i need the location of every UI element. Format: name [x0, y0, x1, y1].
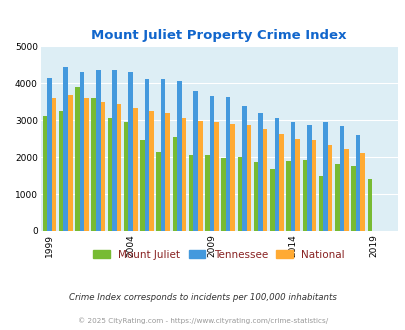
Bar [237, 157, 241, 231]
Bar [355, 135, 360, 231]
Bar [269, 169, 274, 231]
Bar [360, 153, 364, 231]
Bar [144, 80, 149, 231]
Bar [47, 78, 52, 231]
Bar [246, 125, 251, 231]
Bar [327, 145, 332, 231]
Bar [91, 98, 96, 231]
Bar [209, 96, 214, 231]
Bar [350, 166, 355, 231]
Bar [133, 108, 137, 231]
Bar [165, 113, 170, 231]
Bar [140, 141, 144, 231]
Bar [188, 155, 193, 231]
Bar [128, 72, 133, 231]
Bar [290, 122, 295, 231]
Bar [181, 118, 186, 231]
Text: Crime Index corresponds to incidents per 100,000 inhabitants: Crime Index corresponds to incidents per… [69, 293, 336, 302]
Bar [198, 121, 202, 231]
Bar [230, 124, 234, 231]
Bar [124, 122, 128, 231]
Bar [68, 95, 72, 231]
Bar [258, 114, 262, 231]
Bar [160, 80, 165, 231]
Bar [241, 106, 246, 231]
Bar [107, 118, 112, 231]
Bar [367, 179, 371, 231]
Legend: Mount Juliet, Tennessee, National: Mount Juliet, Tennessee, National [89, 246, 348, 264]
Bar [306, 124, 311, 231]
Title: Mount Juliet Property Crime Index: Mount Juliet Property Crime Index [91, 29, 346, 42]
Bar [225, 97, 230, 231]
Bar [59, 111, 63, 231]
Bar [334, 164, 339, 231]
Bar [63, 67, 68, 231]
Bar [156, 151, 160, 231]
Bar [343, 149, 348, 231]
Bar [100, 102, 105, 231]
Bar [302, 160, 306, 231]
Bar [193, 91, 198, 231]
Bar [43, 116, 47, 231]
Bar [279, 134, 283, 231]
Bar [253, 162, 258, 231]
Bar [75, 87, 79, 231]
Bar [274, 117, 279, 231]
Bar [149, 111, 153, 231]
Bar [286, 161, 290, 231]
Bar [177, 81, 181, 231]
Bar [221, 158, 225, 231]
Bar [295, 139, 299, 231]
Bar [205, 155, 209, 231]
Bar [318, 176, 322, 231]
Bar [262, 129, 267, 231]
Bar [84, 98, 89, 231]
Bar [112, 70, 117, 231]
Bar [322, 122, 327, 231]
Bar [117, 104, 121, 231]
Bar [52, 98, 56, 231]
Text: © 2025 CityRating.com - https://www.cityrating.com/crime-statistics/: © 2025 CityRating.com - https://www.city… [78, 318, 327, 324]
Bar [339, 126, 343, 231]
Bar [172, 137, 177, 231]
Bar [311, 141, 315, 231]
Bar [96, 70, 100, 231]
Bar [79, 72, 84, 231]
Bar [214, 122, 218, 231]
